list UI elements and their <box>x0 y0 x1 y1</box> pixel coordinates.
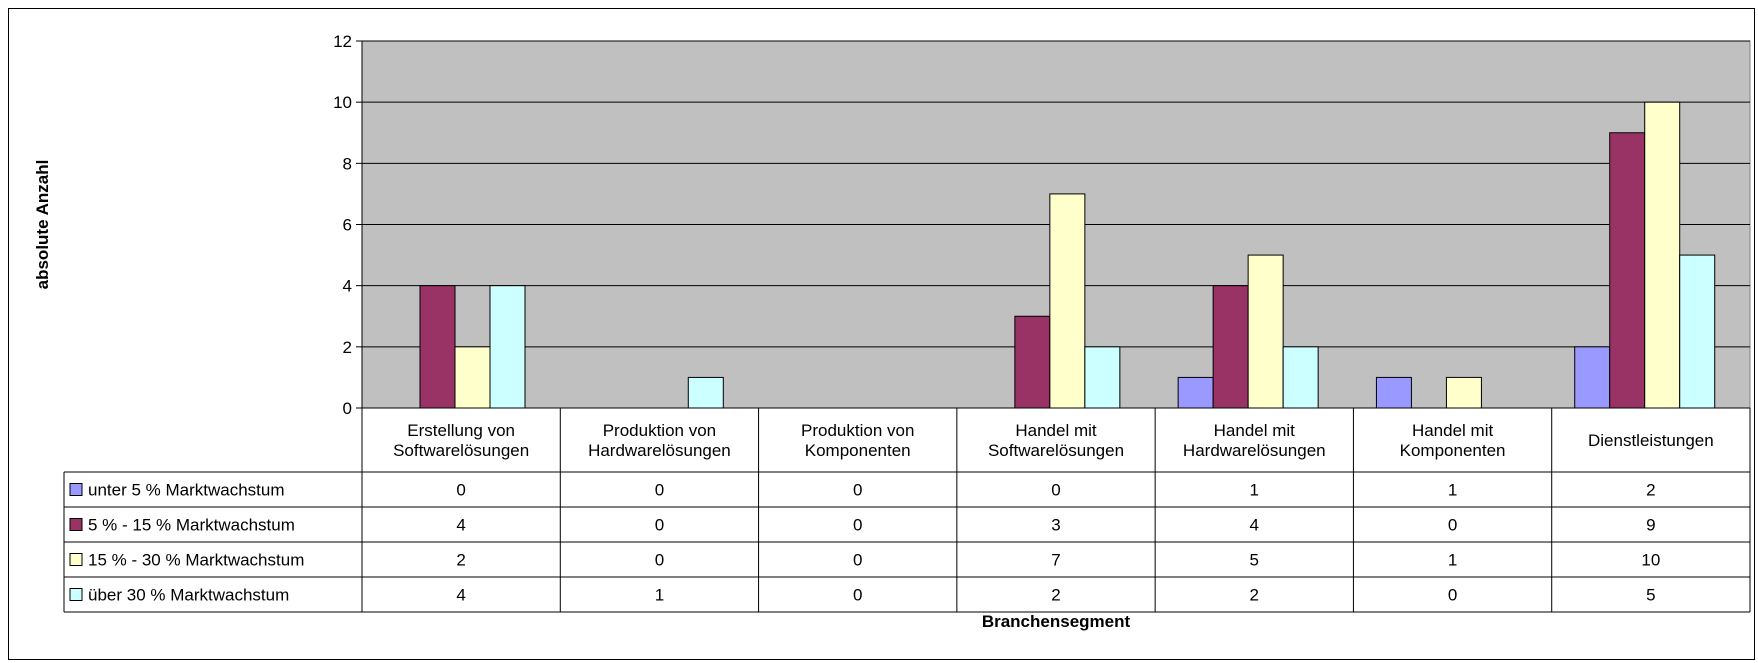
y-tick-label: 12 <box>333 32 352 51</box>
bar <box>1574 346 1611 409</box>
y-axis-title: absolute Anzahl <box>33 160 52 290</box>
legend-key <box>69 553 83 566</box>
data-label: 0 <box>853 586 862 605</box>
data-label: 0 <box>456 481 465 500</box>
data-label: 4 <box>456 516 465 535</box>
data-label: 1 <box>1448 481 1457 500</box>
category-label: Produktion von <box>603 421 716 440</box>
category-label: Komponenten <box>805 441 911 460</box>
data-label: 0 <box>853 551 862 570</box>
data-label: 0 <box>1448 516 1457 535</box>
legend-label: über 30 % Marktwachstum <box>88 586 289 605</box>
data-label: 0 <box>1448 586 1457 605</box>
legend-key <box>69 518 83 531</box>
data-label: 2 <box>1250 586 1259 605</box>
category-label: Erstellung von <box>407 421 515 440</box>
y-tick-label: 0 <box>343 399 352 418</box>
category-label: Dienstleistungen <box>1588 431 1714 450</box>
category-label: Produktion von <box>801 421 914 440</box>
data-label: 1 <box>1250 481 1259 500</box>
category-label: Hardwarelösungen <box>1183 441 1326 460</box>
x-axis-title: Branchensegment <box>982 612 1131 631</box>
legend-key <box>69 483 83 496</box>
data-label: 2 <box>1051 586 1060 605</box>
bar <box>1247 254 1284 409</box>
data-label: 5 <box>1250 551 1259 570</box>
data-label: 4 <box>456 586 465 605</box>
y-tick-label: 10 <box>333 93 352 112</box>
data-label: 3 <box>1051 516 1060 535</box>
data-label: 0 <box>655 481 664 500</box>
y-tick-label: 2 <box>343 338 352 357</box>
data-label: 0 <box>655 551 664 570</box>
bar <box>1212 285 1249 409</box>
bar <box>1177 376 1214 409</box>
y-tick-label: 4 <box>343 277 352 296</box>
bar <box>1049 193 1086 409</box>
data-label: 4 <box>1250 516 1259 535</box>
bar <box>454 346 491 409</box>
y-tick-label: 6 <box>343 216 352 235</box>
category-label: Handel mit <box>1412 421 1494 440</box>
legend-label: unter 5 % Marktwachstum <box>88 481 285 500</box>
legend-label: 5 % - 15 % Marktwachstum <box>88 516 295 535</box>
data-label: 0 <box>655 516 664 535</box>
data-label: 10 <box>1641 551 1660 570</box>
chart-frame <box>8 8 1755 660</box>
category-label: Handel mit <box>1214 421 1296 440</box>
bar <box>1679 254 1716 409</box>
bar <box>419 285 456 409</box>
category-label: Komponenten <box>1400 441 1506 460</box>
bar <box>1375 376 1412 409</box>
bar <box>1084 346 1121 409</box>
bar <box>1644 101 1681 409</box>
data-label: 2 <box>1646 481 1655 500</box>
bar <box>1014 315 1051 409</box>
category-label: Handel mit <box>1015 421 1097 440</box>
data-label: 1 <box>655 586 664 605</box>
data-label: 2 <box>456 551 465 570</box>
bar <box>1609 132 1646 409</box>
data-label: 7 <box>1051 551 1060 570</box>
category-label: Softwarelösungen <box>988 441 1124 460</box>
data-label: 0 <box>853 481 862 500</box>
bar <box>489 285 526 409</box>
data-label: 1 <box>1448 551 1457 570</box>
data-label: 0 <box>1051 481 1060 500</box>
data-label: 9 <box>1646 516 1655 535</box>
category-label: Softwarelösungen <box>393 441 529 460</box>
data-label: 0 <box>853 516 862 535</box>
legend-label: 15 % - 30 % Marktwachstum <box>88 551 304 570</box>
legend-key <box>69 588 83 601</box>
bar <box>687 376 724 409</box>
bar <box>1445 376 1482 409</box>
data-label: 5 <box>1646 586 1655 605</box>
y-tick-label: 8 <box>343 154 352 173</box>
category-label: Hardwarelösungen <box>588 441 731 460</box>
bar <box>1282 346 1319 409</box>
